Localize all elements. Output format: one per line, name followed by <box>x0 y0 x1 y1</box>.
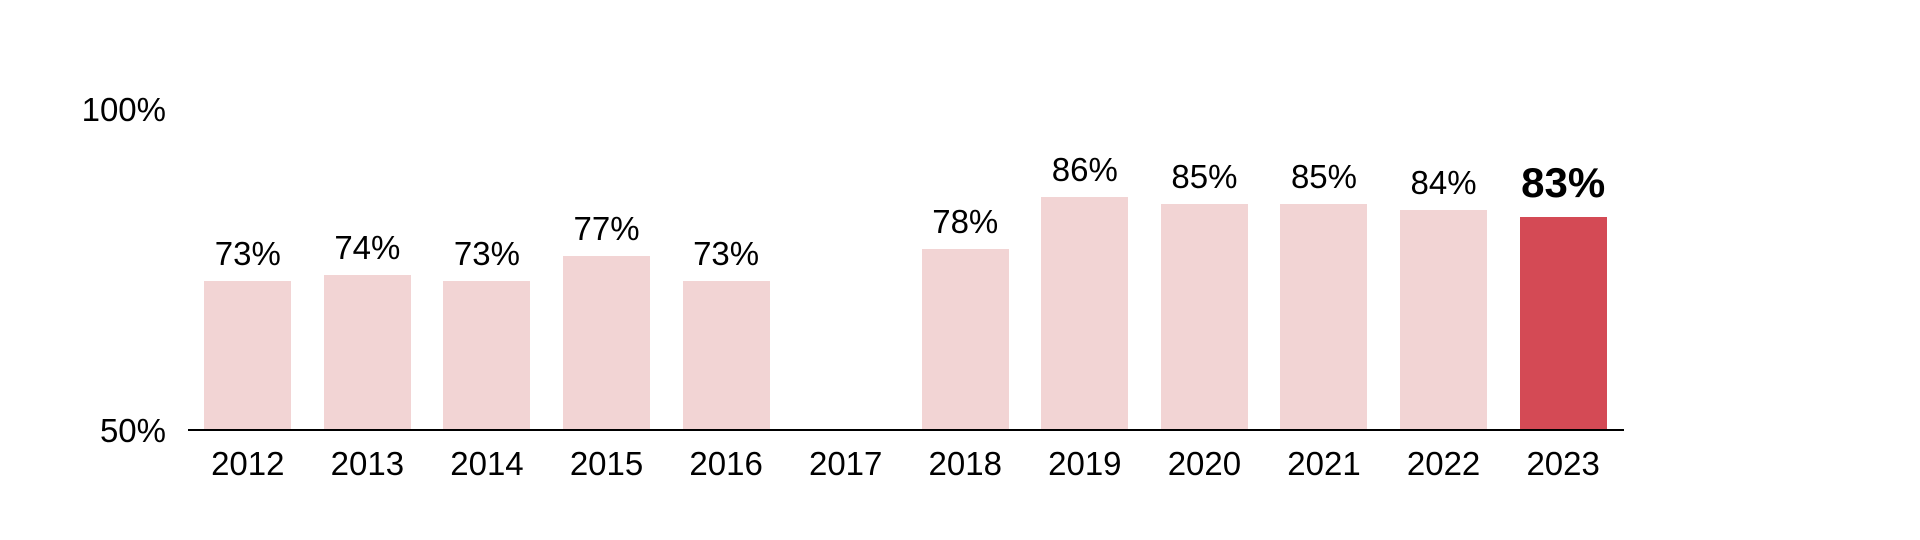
bar-value-label-2015: 77% <box>573 209 640 247</box>
bar-value-label-2013: 74% <box>334 229 401 266</box>
bar-value-label-2014: 73% <box>453 235 520 273</box>
x-tick-2017: 2017 <box>808 445 883 482</box>
x-axis-labels: 2012 2013 2014 2015 2016 2017 2018 2019 … <box>188 447 1623 480</box>
x-tick-2014: 2014 <box>450 445 524 482</box>
y-axis-label-50: 50% <box>99 412 166 449</box>
y-axis-label-100: 100% <box>81 91 166 128</box>
x-tick-2023: 2023 <box>1526 445 1600 482</box>
bar-2023-highlighted <box>1519 216 1607 430</box>
bar-group-2013: 74% <box>308 107 428 430</box>
bar-value-label-2020: 85% <box>1171 157 1238 195</box>
bar-group-2015: 77% <box>547 107 667 430</box>
bar-group-2022: 84% <box>1384 107 1504 430</box>
bar-value-label-2022: 84% <box>1410 164 1477 202</box>
bar-2014 <box>443 281 531 430</box>
bar-2021 <box>1280 203 1368 430</box>
x-axis-line <box>188 429 1624 431</box>
plot-area: 73% 74% 73% 77% 73% 78% 86% <box>188 107 1623 430</box>
bar-2016 <box>682 281 770 430</box>
bar-value-label-2023: 83% <box>1521 158 1606 206</box>
x-tick-2019: 2019 <box>1048 445 1122 482</box>
bar-2020 <box>1160 203 1248 430</box>
bar-group-2020: 85% <box>1145 107 1265 430</box>
x-tick-2021: 2021 <box>1287 445 1361 482</box>
x-tick-2013: 2013 <box>330 445 405 482</box>
bar-group-2016: 73% <box>666 107 786 430</box>
bar-value-label-2018: 78% <box>932 203 999 241</box>
bar-group-2021: 85% <box>1264 107 1384 430</box>
bar-2018 <box>921 249 1009 430</box>
bar-2012 <box>204 281 292 430</box>
bar-value-label-2012: 73% <box>214 235 281 273</box>
bar-group-2019: 86% <box>1025 107 1145 430</box>
x-tick-2020: 2020 <box>1167 445 1242 482</box>
x-tick-2015: 2015 <box>569 445 644 482</box>
x-tick-2018: 2018 <box>928 445 1002 482</box>
bar-2022 <box>1400 210 1488 430</box>
bar-group-2023: 83% <box>1503 107 1623 430</box>
bar-group-2012: 73% <box>188 107 308 430</box>
bar-group-2014: 73% <box>427 107 547 430</box>
bar-2015 <box>563 255 651 430</box>
bar-2013 <box>323 275 411 430</box>
x-tick-2022: 2022 <box>1406 445 1481 482</box>
bar-group-2018: 78% <box>905 107 1025 430</box>
x-tick-2012: 2012 <box>211 445 285 482</box>
bar-value-label-2021: 85% <box>1290 157 1358 195</box>
bar-group-2017 <box>786 107 906 430</box>
x-tick-2016: 2016 <box>689 445 763 482</box>
bar-value-label-2019: 86% <box>1051 151 1118 189</box>
bar-2019 <box>1041 197 1129 430</box>
bar-value-label-2016: 73% <box>693 235 760 273</box>
